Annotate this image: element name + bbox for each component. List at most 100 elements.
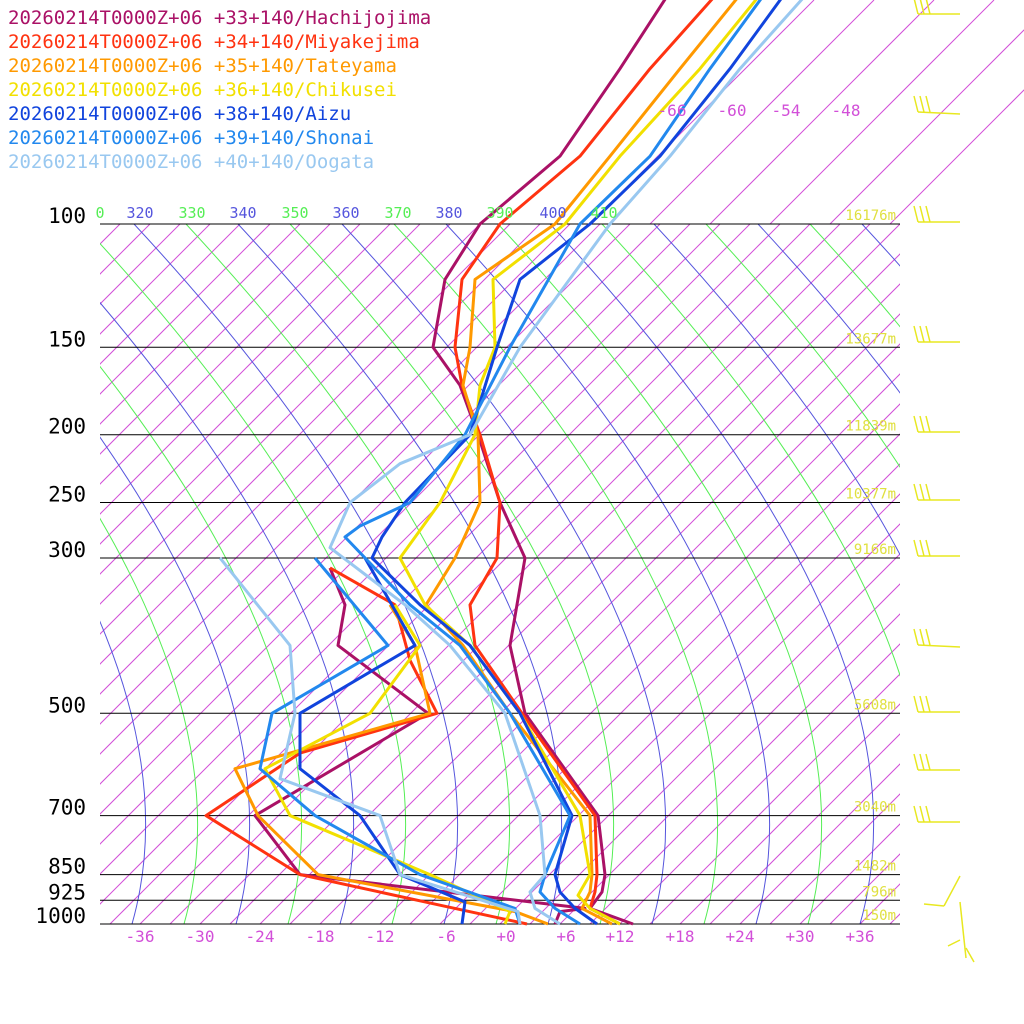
theta-curve bbox=[289, 224, 615, 924]
isotherm-line bbox=[829, 29, 1024, 224]
isotherm-line bbox=[559, 583, 900, 924]
isotherm-line bbox=[709, 0, 935, 224]
theta-curve bbox=[100, 620, 147, 924]
barb-feather bbox=[925, 325, 931, 343]
isotherm-line bbox=[100, 224, 271, 395]
wind-barb bbox=[923, 875, 961, 907]
barb-feather bbox=[965, 947, 975, 963]
isotherm-line bbox=[100, 224, 331, 455]
barb-feather bbox=[919, 0, 925, 15]
height-label: 1482m bbox=[854, 859, 896, 875]
barb-feather bbox=[913, 628, 919, 646]
isotherm-line bbox=[439, 463, 900, 924]
barb-feather bbox=[913, 325, 919, 343]
theta-label: 360 bbox=[332, 204, 359, 222]
dewpoint-line bbox=[253, 567, 587, 925]
theta-label: 330 bbox=[178, 204, 205, 222]
isotherm-line bbox=[409, 433, 900, 924]
barb-feather bbox=[919, 753, 925, 771]
isotherm-line bbox=[100, 224, 451, 575]
theta-curve bbox=[133, 224, 459, 924]
isotherm-line bbox=[319, 343, 900, 924]
theta-label: 400 bbox=[539, 204, 566, 222]
wind-barb bbox=[913, 415, 960, 433]
theta-group bbox=[100, 224, 900, 924]
series-group bbox=[218, 0, 804, 926]
barb-shaft bbox=[917, 111, 961, 115]
dewpoint-line bbox=[298, 557, 467, 925]
x-tick-label: +12 bbox=[606, 927, 635, 946]
barb-feather bbox=[919, 539, 925, 557]
isotherm-group bbox=[100, 224, 900, 924]
theta-label: 350 bbox=[281, 204, 308, 222]
barb-feather bbox=[913, 205, 919, 223]
x-tick-label: -36 bbox=[126, 927, 155, 946]
legend-entry: 20260214T0000Z+06 +35+140/Tateyama bbox=[8, 55, 397, 77]
pressure-label: 700 bbox=[48, 796, 86, 820]
barb-feather bbox=[925, 539, 931, 557]
x-tick-label: -24 bbox=[246, 927, 275, 946]
legend-entry: 20260214T0000Z+06 +36+140/Chikusei bbox=[8, 79, 397, 101]
barb-feather bbox=[925, 0, 931, 15]
theta-curve bbox=[100, 436, 251, 924]
wind-barb bbox=[913, 753, 960, 771]
barb-feather bbox=[919, 628, 925, 646]
barb-shaft bbox=[943, 875, 961, 907]
isotherm-line bbox=[649, 0, 875, 224]
theta-curve bbox=[653, 224, 900, 556]
isotherm-line bbox=[100, 224, 751, 875]
isotherm-label: -48 bbox=[832, 101, 861, 120]
theta-label: 370 bbox=[384, 204, 411, 222]
x-tick-label: +0 bbox=[496, 927, 515, 946]
height-label: 10377m bbox=[845, 487, 896, 503]
theta-curve bbox=[100, 365, 303, 924]
pressure-label: 850 bbox=[48, 855, 86, 879]
isotherm-line bbox=[259, 283, 900, 924]
isotherm-line bbox=[100, 224, 601, 725]
theta-curve bbox=[601, 224, 900, 678]
theta-curve bbox=[185, 224, 511, 924]
pressure-label: 150 bbox=[48, 327, 86, 351]
temperature-line bbox=[370, 0, 783, 926]
isotherm-line bbox=[649, 673, 900, 924]
legend: 20260214T0000Z+06 +33+140/Hachijojima202… bbox=[8, 7, 431, 173]
theta-curve bbox=[100, 242, 407, 924]
barb-feather bbox=[913, 695, 919, 713]
theta-curve bbox=[445, 224, 771, 924]
theta-curve bbox=[549, 224, 875, 924]
isotherm-line bbox=[529, 553, 900, 924]
theta-label: 320 bbox=[126, 204, 153, 222]
barb-feather bbox=[919, 325, 925, 343]
isotherm-line bbox=[499, 523, 900, 924]
barb-feather bbox=[919, 95, 925, 113]
isotherm-line bbox=[769, 793, 900, 924]
barb-feather bbox=[923, 903, 945, 907]
axis-labels: 0 320 330 340 350 360 370 380 390 400 410 -66 -60 -54… bbox=[35, 101, 896, 946]
theta-curve bbox=[757, 224, 900, 394]
isotherm-line bbox=[679, 703, 900, 924]
isotherm-line bbox=[199, 224, 900, 924]
x-tick-label: +18 bbox=[666, 927, 695, 946]
isotherm-line bbox=[100, 224, 361, 485]
isotherm-line bbox=[229, 253, 900, 924]
height-label: 5608m bbox=[854, 697, 896, 713]
theta-label: 410 bbox=[590, 204, 617, 222]
barb-feather bbox=[913, 483, 919, 501]
barb-feather bbox=[925, 95, 931, 113]
pressure-label: 1000 bbox=[35, 904, 86, 928]
dewpoint-line bbox=[258, 557, 522, 925]
isotherm-line bbox=[100, 224, 511, 635]
isotherm-line bbox=[349, 373, 900, 924]
isotherm-label: -54 bbox=[772, 101, 801, 120]
pressure-label: 250 bbox=[48, 483, 86, 507]
theta-label: 340 bbox=[229, 204, 256, 222]
barb-feather bbox=[913, 415, 919, 433]
dewpoint-line bbox=[233, 604, 549, 926]
legend-entry: 20260214T0000Z+06 +39+140/Shonai bbox=[8, 127, 374, 149]
isotherm-line bbox=[100, 224, 541, 665]
isotherm-line bbox=[739, 763, 900, 924]
barb-feather bbox=[913, 805, 919, 823]
theta-curve bbox=[100, 517, 199, 924]
series-group bbox=[298, 0, 783, 926]
x-tick-label: +24 bbox=[726, 927, 755, 946]
